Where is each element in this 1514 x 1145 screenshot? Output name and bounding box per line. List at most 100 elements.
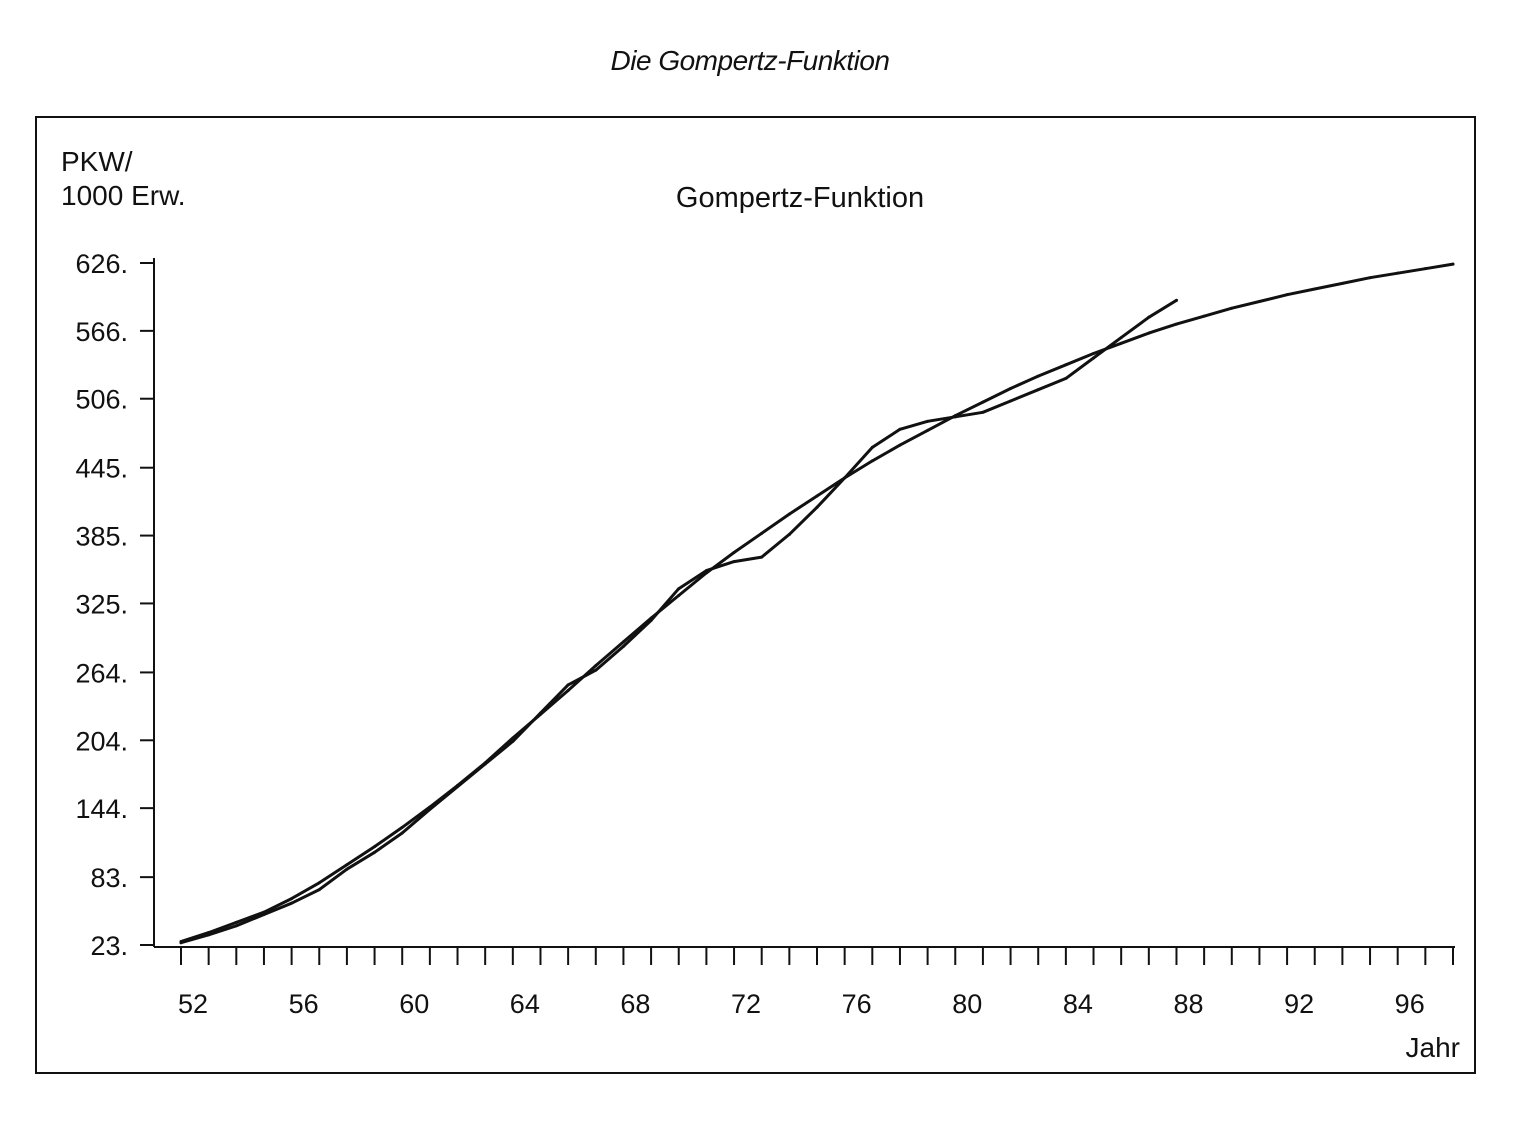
observed-point: [981, 410, 985, 414]
gompertz-point: [1202, 314, 1206, 318]
gompertz-point: [483, 761, 487, 765]
gompertz-point: [1368, 276, 1372, 280]
chart-title: Gompertz-Funktion: [675, 182, 925, 214]
observed-point: [1092, 356, 1096, 360]
gompertz-point: [815, 494, 819, 498]
y-axis-label: PKW/ 1000 Erw.: [61, 145, 186, 213]
gompertz-point: [1230, 306, 1234, 310]
gompertz-point: [1257, 299, 1261, 303]
x-tick-label: 92: [1284, 989, 1314, 1019]
series-gompertz-line: [179, 262, 1455, 944]
gompertz-point: [1064, 363, 1068, 367]
gompertz-point: [981, 400, 985, 404]
observed-point: [677, 587, 681, 591]
gompertz-point: [594, 664, 598, 668]
gompertz-point: [677, 594, 681, 598]
x-tick-label: 72: [731, 989, 761, 1019]
gompertz-point: [566, 689, 570, 693]
y-tick-label: 83.: [90, 863, 128, 893]
x-tick-label: 52: [178, 989, 208, 1019]
gompertz-point: [179, 940, 183, 944]
y-tick-label: 144.: [75, 794, 128, 824]
x-tick-label: 64: [510, 989, 540, 1019]
gompertz-point: [870, 459, 874, 463]
gompertz-point: [621, 640, 625, 644]
y-tick-label: 325.: [75, 589, 128, 619]
gompertz-point: [373, 845, 377, 849]
gompertz-point: [317, 881, 321, 885]
x-tick-label: 56: [289, 989, 319, 1019]
y-tick-label: 264.: [75, 658, 128, 688]
figure-title: Die Gompertz-Funktion: [610, 45, 890, 76]
gompertz-point: [1147, 331, 1151, 335]
y-tick-label: 566.: [75, 317, 128, 347]
gompertz-point: [1451, 262, 1455, 266]
gompertz-point: [400, 825, 404, 829]
gompertz-point: [1174, 322, 1178, 326]
gompertz-point: [345, 863, 349, 867]
gompertz-point: [511, 736, 515, 740]
observed-point: [317, 888, 321, 892]
x-tick-label: 84: [1063, 989, 1093, 1019]
gompertz-point: [207, 931, 211, 935]
observed-point: [621, 644, 625, 648]
series-observed-line: [179, 298, 1178, 945]
observed-point: [566, 683, 570, 687]
gompertz-point: [732, 551, 736, 555]
y-tick-label: 23.: [90, 931, 128, 961]
observed-point: [787, 532, 791, 536]
gompertz-point: [1340, 281, 1344, 285]
x-tick-label: 60: [399, 989, 429, 1019]
y-tick-label: 506.: [75, 385, 128, 415]
chart-frame: [35, 116, 1476, 1074]
gompertz-point: [1036, 374, 1040, 378]
gompertz-point: [234, 920, 238, 924]
gompertz-point: [1285, 293, 1289, 297]
observed-point: [594, 668, 598, 672]
gompertz-point: [1092, 351, 1096, 355]
y-tick-label: 626.: [75, 249, 128, 279]
x-tick-label: 96: [1395, 989, 1425, 1019]
gompertz-point: [843, 476, 847, 480]
gompertz-point: [538, 712, 542, 716]
y-axis-label-line-2: 1000 Erw.: [61, 180, 186, 211]
observed-point: [345, 867, 349, 871]
gompertz-point: [953, 414, 957, 418]
observed-point: [234, 924, 238, 928]
gompertz-point: [456, 784, 460, 788]
observed-point: [1119, 336, 1123, 340]
observed-point: [760, 555, 764, 559]
observed-point: [898, 427, 902, 431]
gompertz-point: [704, 571, 708, 575]
observed-point: [1036, 388, 1040, 392]
gompertz-point: [1423, 267, 1427, 271]
x-tick-label: 76: [842, 989, 872, 1019]
gompertz-point: [428, 805, 432, 809]
y-tick-label: 385.: [75, 522, 128, 552]
gompertz-point: [1119, 341, 1123, 345]
observed-point: [815, 505, 819, 509]
x-tick-label: 80: [952, 989, 982, 1019]
gompertz-point: [787, 512, 791, 516]
x-tick-label: 68: [620, 989, 650, 1019]
gompertz-point: [262, 910, 266, 914]
observed-point: [1009, 399, 1013, 403]
observed-point: [1174, 298, 1178, 302]
gompertz-point: [898, 443, 902, 447]
gompertz-point: [1009, 387, 1013, 391]
observed-point: [926, 419, 930, 423]
observed-point: [1147, 315, 1151, 319]
gompertz-point: [649, 616, 653, 620]
observed-point: [373, 850, 377, 854]
x-axis-label: Jahr: [1405, 1032, 1460, 1063]
observed-point: [290, 901, 294, 905]
gompertz-point: [760, 531, 764, 535]
y-axis-label-line-1: PKW/: [61, 146, 133, 177]
gompertz-point: [1313, 287, 1317, 291]
y-tick-label: 204.: [75, 726, 128, 756]
gompertz-point: [926, 428, 930, 432]
gompertz-point: [290, 897, 294, 901]
y-tick-label: 445.: [75, 454, 128, 484]
observed-point: [870, 445, 874, 449]
observed-point: [732, 560, 736, 564]
